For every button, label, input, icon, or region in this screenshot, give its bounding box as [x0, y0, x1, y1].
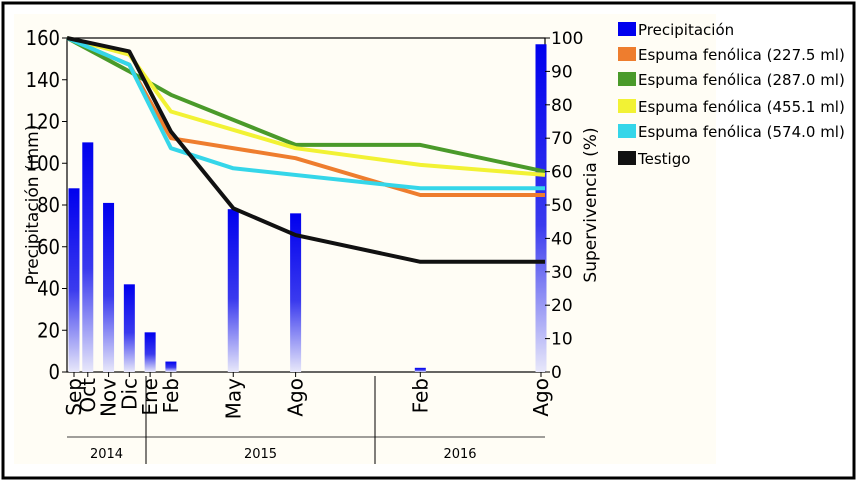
legend-label-precipitaci-n: Precipitación — [638, 21, 734, 39]
x-category-label: Feb — [408, 378, 432, 413]
x-category-label: Sep — [62, 378, 86, 416]
right-tick-label: 10 — [551, 330, 573, 350]
left-tick-label: 20 — [37, 318, 60, 342]
precipitation-bar — [227, 209, 239, 372]
left-tick-label: 80 — [37, 193, 60, 217]
precipitation-bar — [82, 142, 94, 372]
right-tick-label: 0 — [551, 363, 562, 383]
legend-swatch-testigo — [618, 151, 636, 165]
left-tick-label: 0 — [49, 360, 60, 384]
precipitation-bar — [123, 284, 135, 372]
right-tick-label: 100 — [551, 29, 583, 49]
precipitation-bar — [68, 188, 80, 372]
left-axis-ticks: 0 20 40 60 80 100 120 140 160 — [26, 26, 67, 384]
plot-area — [66, 37, 546, 373]
precipitation-bar — [535, 44, 547, 372]
left-tick-label: 120 — [26, 110, 60, 134]
bars-layer — [68, 44, 547, 372]
lines-layer — [66, 36, 546, 264]
left-tick-label: 160 — [26, 26, 60, 50]
legend-swatch-precipitaci-n — [618, 22, 636, 36]
precipitation-bar — [165, 361, 177, 372]
legend-label-testigo: Testigo — [637, 150, 690, 168]
right-axis-title: Supervivencia (%) — [581, 127, 601, 282]
precipitation-bar — [290, 213, 302, 372]
legend-swatch-espuma-fen-lica-227-5-ml — [618, 47, 636, 61]
legend-swatch-espuma-fen-lica-455-1-ml — [618, 99, 636, 113]
x-category-label: May — [221, 378, 245, 420]
series-line-testigo — [66, 36, 545, 264]
legend-label-espuma-fen-lica-574-0-ml: Espuma fenólica (574.0 ml) — [638, 123, 845, 141]
right-tick-label: 60 — [551, 163, 573, 183]
left-axis-title: Precipitación (mm) — [23, 125, 43, 286]
right-tick-label: 70 — [551, 129, 573, 149]
legend-label-espuma-fen-lica-455-1-ml: Espuma fenólica (455.1 ml) — [638, 98, 845, 116]
right-axis-ticks: 0 10 20 30 40 50 60 70 80 90 100 — [545, 29, 583, 383]
legend-swatch-espuma-fen-lica-287-0-ml — [618, 72, 636, 86]
left-tick-label: 100 — [26, 151, 60, 175]
legend-label-espuma-fen-lica-287-0-ml: Espuma fenólica (287.0 ml) — [638, 71, 845, 89]
right-tick-label: 30 — [551, 263, 573, 283]
left-tick-label: 140 — [26, 68, 60, 92]
left-tick-label: 60 — [37, 235, 60, 259]
precipitation-bar — [414, 367, 426, 372]
precipitation-bar — [144, 332, 156, 372]
legend-label-espuma-fen-lica-227-5-ml: Espuma fenólica (227.5 ml) — [638, 46, 845, 64]
right-tick-label: 50 — [551, 196, 573, 216]
x-category-label: Ene — [138, 378, 162, 416]
x-category-label: Ago — [529, 378, 553, 417]
year-label: 2015 — [244, 447, 277, 462]
x-category-label: Ago — [284, 378, 308, 417]
right-tick-label: 40 — [551, 229, 573, 249]
precipitation-bar — [103, 202, 115, 372]
series-line-espuma-fen-lica-455-1-ml — [66, 36, 546, 177]
series-line-espuma-fen-lica-287-0-ml — [66, 36, 546, 174]
series-line-espuma-fen-lica-574-0-ml — [66, 36, 545, 191]
x-category-label: Feb — [159, 378, 183, 413]
x-category-label: Nov — [97, 378, 121, 417]
legend: Precipitación Espuma fenólica (227.5 ml) E… — [618, 21, 845, 168]
right-tick-label: 20 — [551, 296, 573, 316]
x-category-label: Oct — [76, 378, 100, 413]
x-category-label: Dic — [117, 378, 141, 410]
year-label: 2014 — [90, 447, 123, 462]
legend-swatch-espuma-fen-lica-574-0-ml — [618, 124, 636, 138]
right-tick-label: 80 — [551, 96, 573, 116]
year-label: 2016 — [443, 447, 476, 462]
year-bands: 2014 2015 2016 — [67, 376, 545, 464]
right-tick-label: 90 — [551, 62, 573, 82]
left-tick-label: 40 — [37, 277, 60, 301]
